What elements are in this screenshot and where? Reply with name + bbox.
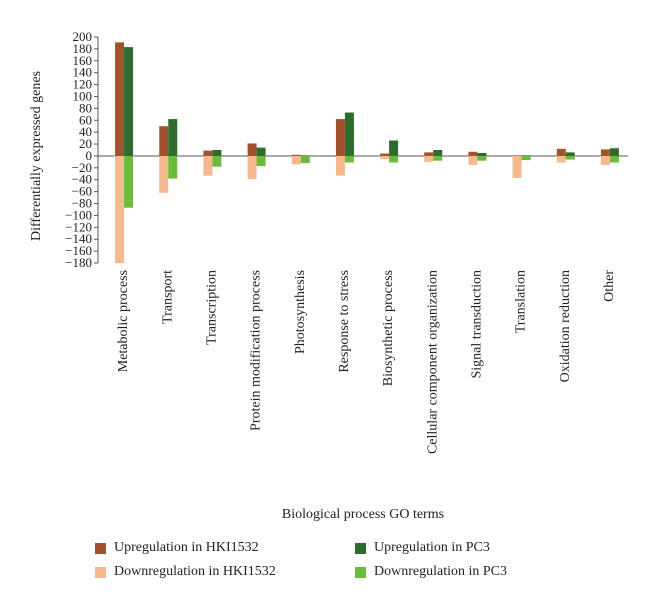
bar [203, 155, 213, 176]
y-tick-label: −140 [65, 231, 92, 246]
y-tick-label: 120 [73, 77, 93, 92]
bar [335, 155, 345, 176]
bar [300, 155, 310, 164]
bar [256, 155, 266, 167]
y-tick-label: 180 [73, 41, 93, 56]
bar [433, 155, 443, 161]
bar [380, 153, 390, 156]
y-tick-label: −120 [65, 219, 92, 234]
bar [291, 155, 301, 165]
y-axis-label: Differentially expressed genes [29, 71, 44, 241]
bar [565, 152, 575, 156]
bar [291, 154, 301, 156]
legend-item-up-pc3: Upregulation in PC3 [355, 540, 490, 556]
legend-label: Upregulation in HKI1532 [114, 540, 259, 555]
legend-swatch [95, 542, 106, 554]
bar [512, 155, 522, 156]
x-tick-label: Oxidation reduction [558, 270, 573, 382]
bar [477, 155, 487, 161]
legend-swatch [355, 566, 366, 578]
bar [380, 155, 390, 159]
bar [600, 149, 610, 156]
y-tick-label: 100 [73, 88, 93, 103]
x-tick-label: Metabolic process [116, 270, 131, 372]
bar [477, 152, 487, 156]
bar [389, 155, 399, 163]
y-tick-label: −40 [72, 172, 92, 187]
x-tick-label: Photosynthesis [293, 270, 308, 354]
bar [335, 119, 345, 156]
legend-label: Upregulation in PC3 [374, 540, 490, 555]
bar [115, 155, 125, 263]
legend-swatch [355, 542, 366, 554]
y-tick-label: 140 [73, 65, 93, 80]
legend-label: Downregulation in HKI1532 [114, 564, 276, 579]
legend-item-up-hki: Upregulation in HKI1532 [95, 540, 259, 556]
bar [168, 119, 178, 156]
bar [344, 155, 354, 163]
bar [565, 155, 575, 160]
bar [424, 152, 434, 156]
legend-swatch [95, 566, 106, 578]
y-tick-label: −160 [65, 243, 92, 258]
y-tick-label: 160 [73, 53, 93, 68]
bar [468, 155, 478, 165]
x-axis-label: Biological process GO terms [282, 507, 444, 522]
bar [247, 143, 257, 156]
y-tick-label: 80 [79, 100, 92, 115]
bars-group [115, 42, 619, 263]
legend-item-down-hki: Downregulation in HKI1532 [95, 564, 276, 580]
x-tick-label: Protein modification process [249, 270, 264, 431]
x-tick-label: Transcription [204, 270, 219, 345]
bar [115, 42, 125, 156]
bar [124, 47, 134, 156]
x-tick-label: Cellular component organization [425, 270, 440, 454]
y-tick-label: −80 [72, 196, 92, 211]
bar [212, 155, 222, 167]
bar [512, 155, 522, 178]
bar [168, 155, 178, 179]
y-tick-label: 40 [79, 124, 92, 139]
x-tick-label: Biosynthetic process [381, 270, 396, 386]
bar [212, 150, 222, 156]
x-tick-label: Transport [160, 270, 175, 324]
bar [609, 148, 619, 156]
legend-item-down-pc3: Downregulation in PC3 [355, 564, 507, 580]
y-tick-label: 60 [79, 112, 92, 127]
x-tick-label: Translation [514, 270, 529, 333]
legend-label: Downregulation in PC3 [374, 564, 507, 579]
y-tick-label: 200 [73, 29, 93, 44]
bar [247, 155, 257, 180]
y-tick-label: 20 [79, 136, 92, 151]
x-tick-labels: Metabolic process Transport Transcription P… [116, 270, 617, 454]
bar [433, 150, 443, 156]
bar [556, 148, 566, 156]
bar [600, 155, 610, 165]
bar [159, 155, 169, 193]
bar [424, 155, 434, 162]
y-tick-label: −180 [65, 255, 92, 270]
bar [159, 126, 169, 156]
bar [256, 147, 266, 156]
bar [344, 112, 354, 156]
bar [203, 150, 213, 156]
bar [521, 155, 531, 156]
y-axis: 200180160140120100806040200−20−40−60−80−… [65, 29, 628, 270]
bar [556, 155, 566, 163]
legend: Upregulation in HKI1532 Upregulation in … [95, 536, 615, 596]
x-tick-label: Signal transduction [469, 270, 484, 379]
y-tick-label: 0 [86, 148, 93, 163]
bar [300, 155, 310, 156]
bar [468, 151, 478, 156]
y-tick-label: −60 [72, 184, 92, 199]
x-tick-label: Response to stress [337, 270, 352, 373]
bar [124, 155, 134, 208]
bar [521, 155, 531, 161]
y-tick-label: −100 [65, 207, 92, 222]
y-tick-label: −20 [72, 160, 92, 175]
bar [389, 140, 399, 156]
x-tick-label: Other [602, 270, 617, 302]
bar [609, 155, 619, 163]
